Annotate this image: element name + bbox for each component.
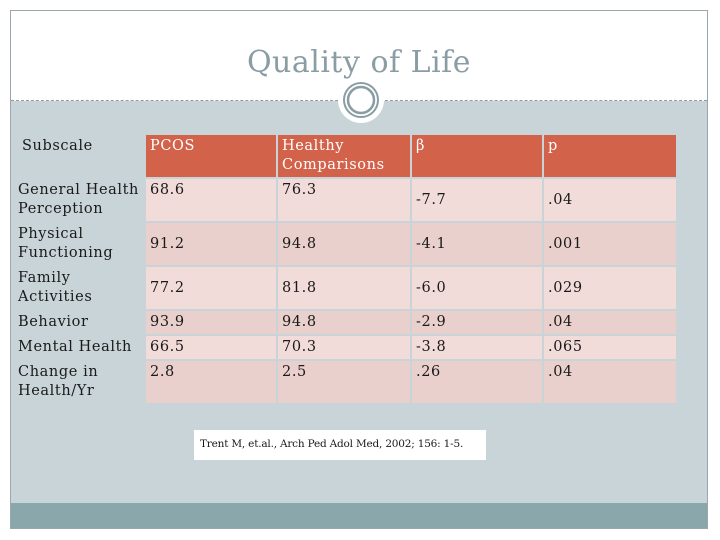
cell-pcos: 66.5	[146, 336, 276, 359]
quality-of-life-table: Subscale PCOS Healthy Comparisons β p Ge…	[12, 133, 678, 405]
table-row: Behavior 93.9 94.8 -2.9 .04	[14, 311, 676, 334]
cell-beta: -2.9	[412, 311, 542, 334]
header-pcos: PCOS	[146, 135, 276, 177]
header-healthy-comparisons: Healthy Comparisons	[278, 135, 410, 177]
cell-p: .065	[544, 336, 676, 359]
row-label: Family Activities	[18, 270, 93, 305]
row-label: Change in Health/Yr	[18, 364, 99, 399]
header-p-value: p	[544, 135, 676, 177]
cell-pcos: 68.6	[146, 179, 276, 221]
table-row: Change in Health/Yr 2.8 2.5 .26 .04	[14, 361, 676, 403]
slide-title: Quality of Life	[246, 45, 472, 80]
cell-pcos: 77.2	[146, 267, 276, 309]
cell-healthy: 94.8	[278, 223, 410, 265]
cell-p: .04	[544, 311, 676, 334]
row-label: General Health Perception	[18, 182, 139, 217]
cell-beta: -7.7	[412, 179, 542, 221]
cell-pcos: 93.9	[146, 311, 276, 334]
cell-healthy: 94.8	[278, 311, 410, 334]
cell-healthy: 70.3	[278, 336, 410, 359]
cell-p: .029	[544, 267, 676, 309]
table-header-row: Subscale PCOS Healthy Comparisons β p	[14, 135, 676, 177]
cell-healthy: 81.8	[278, 267, 410, 309]
cell-p: .04	[544, 361, 676, 403]
cell-beta: -6.0	[412, 267, 542, 309]
citation-box: Trent M, et.al., Arch Ped Adol Med, 2002…	[194, 430, 486, 460]
cell-beta: -3.8	[412, 336, 542, 359]
table-row: Family Activities 77.2 81.8 -6.0 .029	[14, 267, 676, 309]
row-label: Mental Health	[18, 339, 132, 355]
cell-healthy: 2.5	[278, 361, 410, 403]
cell-beta: -4.1	[412, 223, 542, 265]
header-beta: β	[412, 135, 542, 177]
cell-pcos: 91.2	[146, 223, 276, 265]
cell-p: .001	[544, 223, 676, 265]
footer-band	[11, 503, 707, 528]
header-subscale: Subscale	[22, 138, 93, 154]
table-row: Physical Functioning 91.2 94.8 -4.1 .001	[14, 223, 676, 265]
row-label: Behavior	[18, 314, 89, 330]
circle-ornament-icon	[338, 77, 384, 123]
cell-healthy: 76.3	[278, 179, 410, 221]
cell-pcos: 2.8	[146, 361, 276, 403]
row-label: Physical Functioning	[18, 226, 114, 261]
table-row: Mental Health 66.5 70.3 -3.8 .065	[14, 336, 676, 359]
table-row: General Health Perception 68.6 76.3 -7.7…	[14, 179, 676, 221]
cell-beta: .26	[412, 361, 542, 403]
cell-p: .04	[544, 179, 676, 221]
